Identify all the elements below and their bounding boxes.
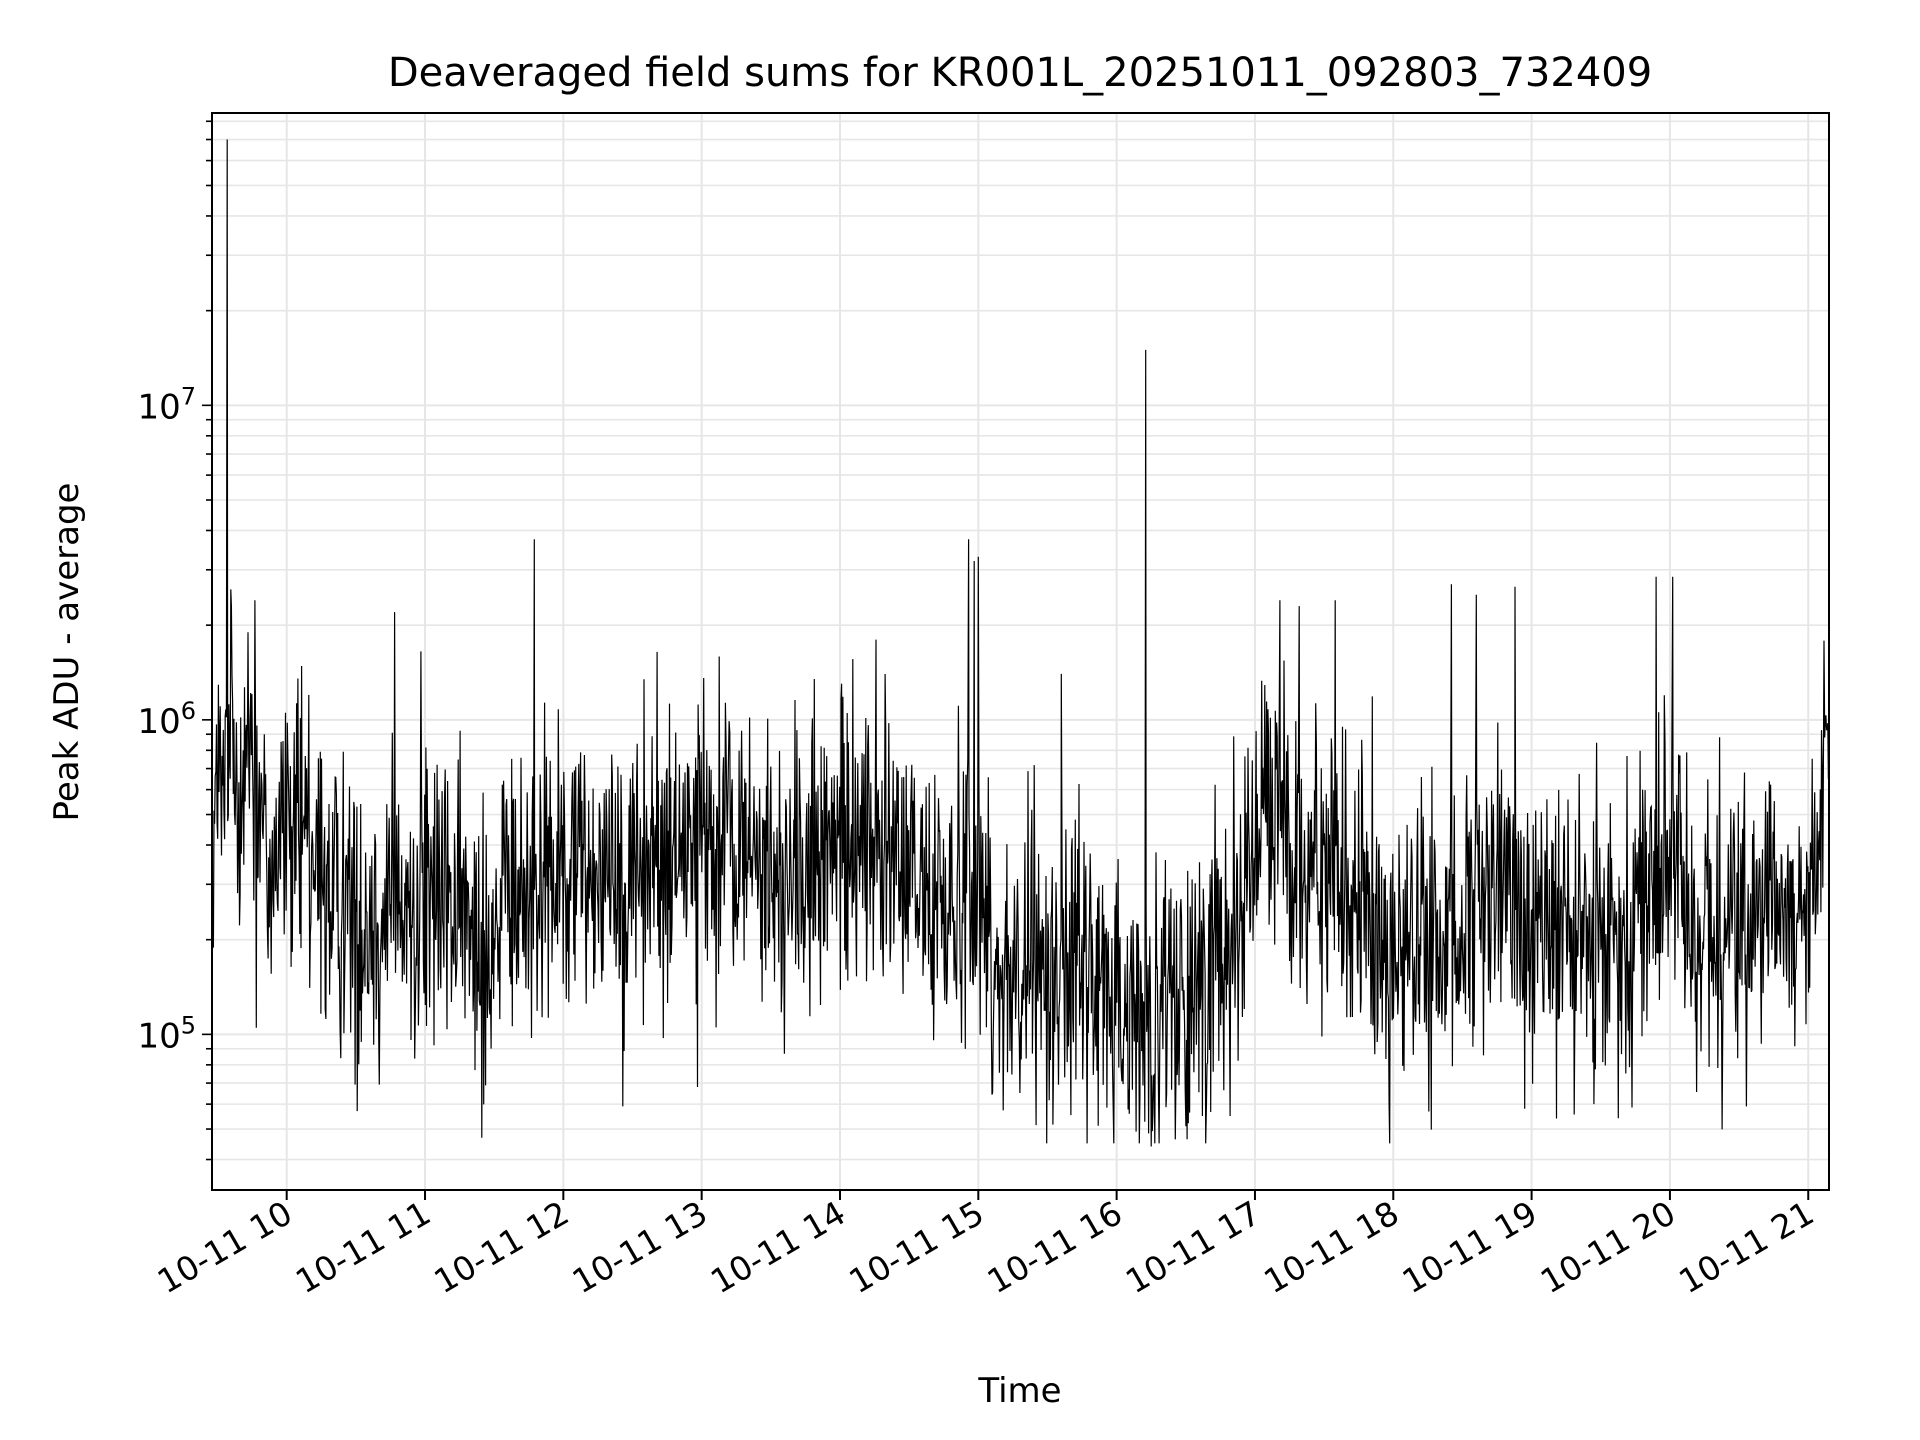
x-tick-label: 10-11 14 bbox=[704, 1193, 852, 1301]
data-series-line bbox=[212, 139, 1830, 1147]
y-tick-label: 107 bbox=[137, 382, 196, 427]
x-axis-label: Time bbox=[977, 1371, 1061, 1411]
y-tick-label: 105 bbox=[137, 1011, 196, 1056]
x-tick-label: 10-11 13 bbox=[566, 1193, 714, 1301]
x-tick-label: 10-11 15 bbox=[842, 1193, 990, 1301]
x-tick-label: 10-11 20 bbox=[1534, 1193, 1682, 1301]
y-axis-label: Peak ADU - average bbox=[47, 483, 87, 822]
y-tick-label: 106 bbox=[137, 697, 196, 742]
x-tick-label: 10-11 17 bbox=[1119, 1193, 1267, 1301]
x-tick-label: 10-11 11 bbox=[289, 1193, 437, 1301]
x-tick-label: 10-11 19 bbox=[1396, 1193, 1544, 1301]
plot-frame bbox=[211, 112, 1830, 1191]
chart-title: Deaveraged field sums for KR001L_2025101… bbox=[388, 50, 1652, 96]
x-tick-label: 10-11 12 bbox=[427, 1193, 575, 1301]
series bbox=[212, 139, 1830, 1147]
x-tick-label: 10-11 10 bbox=[151, 1193, 299, 1301]
x-tick-label: 10-11 18 bbox=[1257, 1193, 1405, 1301]
x-tick-label: 10-11 16 bbox=[981, 1193, 1129, 1301]
x-tick-label: 10-11 21 bbox=[1672, 1193, 1820, 1301]
